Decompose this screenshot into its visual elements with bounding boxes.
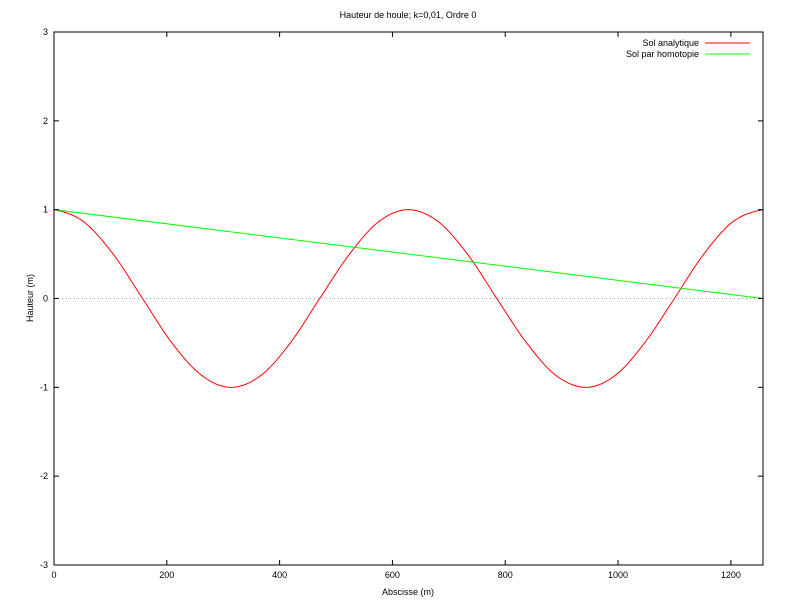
- x-tick-label: 0: [51, 570, 56, 580]
- axis-ticks: 0 200 400 600 800 1000 1200 3 2 1 0 -1 -2 -3: [40, 27, 763, 580]
- y-tick-label: 2: [43, 116, 48, 126]
- y-tick-label: -2: [40, 471, 48, 481]
- y-tick-label: 3: [43, 27, 48, 37]
- y-axis-label: Hauteur (m): [25, 274, 35, 322]
- x-tick-label: 200: [159, 570, 174, 580]
- chart-title: Hauteur de houle; k=0,01, Ordre 0: [340, 10, 477, 20]
- x-tick-label: 600: [385, 570, 400, 580]
- x-tick-label: 800: [498, 570, 513, 580]
- y-tick-label: 1: [43, 205, 48, 215]
- series-line-1: [53, 209, 764, 388]
- plot-area: [53, 209, 764, 388]
- legend-label: Sol analytique: [642, 38, 699, 48]
- x-tick-label: 1000: [608, 570, 628, 580]
- legend-label: Sol par homotopie: [626, 49, 699, 59]
- y-tick-label: -3: [40, 560, 48, 570]
- x-tick-label: 400: [272, 570, 287, 580]
- series-line-2: [53, 209, 764, 299]
- y-tick-label: -1: [40, 382, 48, 392]
- x-tick-label: 1200: [721, 570, 741, 580]
- x-axis-label: Abscisse (m): [382, 587, 434, 597]
- y-tick-label: 0: [43, 294, 48, 304]
